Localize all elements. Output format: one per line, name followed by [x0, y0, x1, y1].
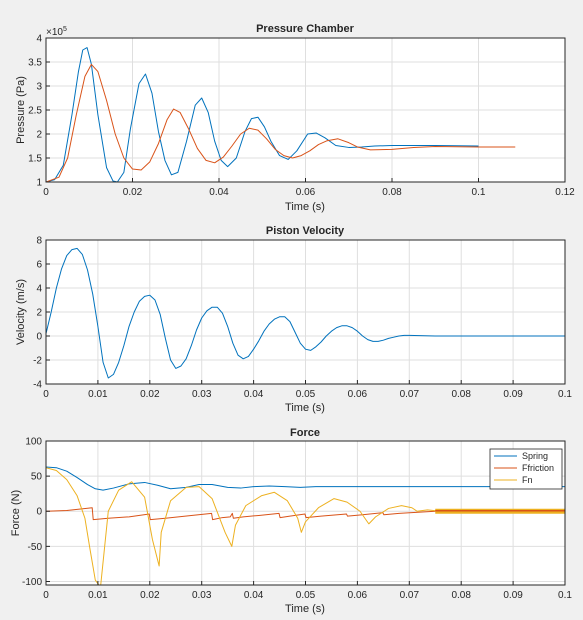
piston-velocity-axes: 0 0.01 0.02 0.03 0.04 0.05 0.06 0.07 0.08 0.09 0.1… [15, 225, 572, 414]
y-tick-label: 0 [36, 507, 42, 518]
y-tick-label: -100 [22, 577, 42, 588]
x-tick-label: 0.02 [123, 187, 143, 198]
x-tick-label: 0.04 [244, 590, 264, 601]
x-tick-label: 0.07 [400, 389, 420, 400]
y-tick-label: 2 [36, 308, 42, 319]
spring-line [46, 466, 565, 491]
x-tick-label: 0.02 [140, 590, 160, 601]
x-tick-label: 0.08 [451, 590, 471, 601]
x-tick-label: 0.09 [503, 590, 523, 601]
x-tick-label: 0.03 [192, 389, 212, 400]
x-tick-label: 0.06 [296, 187, 316, 198]
x-tick-label: 0.08 [382, 187, 402, 198]
x-tick-label: 0.04 [244, 389, 264, 400]
x-tick-label: 0.06 [348, 389, 368, 400]
y-tick-label: 3.5 [28, 58, 42, 69]
y-tick-label: 4 [36, 34, 42, 45]
fn-line [46, 467, 565, 585]
x-tick-label: 0.01 [88, 590, 108, 601]
x-tick-label: 0.06 [348, 590, 368, 601]
y-tick-label: 100 [25, 437, 42, 448]
y-tick-label: -50 [28, 542, 43, 553]
x-tick-label: 0 [43, 389, 49, 400]
y-tick-label: -4 [33, 380, 42, 391]
x-tick-label: 0.05 [296, 590, 316, 601]
x-tick-label: 0.12 [555, 187, 575, 198]
x-tick-label: 0 [43, 187, 49, 198]
force-axes: 0 0.01 0.02 0.03 0.04 0.05 0.06 0.07 0.08 0.09 0.1… [10, 427, 572, 615]
y-tick-label: 1 [36, 178, 42, 189]
x-tick-label: 0.1 [472, 187, 486, 198]
y-axis-label: Pressure (Pa) [15, 76, 27, 144]
x-axis-label: Time (s) [285, 201, 325, 213]
y-tick-label: 2 [36, 130, 42, 141]
x-tick-label: 0 [43, 590, 49, 601]
y-tick-label: 3 [36, 82, 42, 93]
y-tick-label: -2 [33, 356, 42, 367]
series-1-line [46, 63, 516, 182]
ffriction-line [46, 507, 565, 521]
y-axis-exponent: ×105 [46, 26, 67, 38]
series-0-line [46, 247, 565, 379]
x-tick-label: 0.03 [192, 590, 212, 601]
x-tick-label: 0.02 [140, 389, 160, 400]
y-tick-label: 8 [36, 236, 42, 247]
x-tick-label: 0.1 [558, 590, 572, 601]
y-tick-label: 0 [36, 332, 42, 343]
y-tick-label: 2.5 [28, 106, 42, 117]
x-tick-label: 0.1 [558, 389, 572, 400]
legend-label-ffriction: Ffriction [522, 463, 554, 473]
chart-title: Pressure Chamber [256, 23, 355, 35]
x-tick-label: 0.05 [296, 389, 316, 400]
chart-title: Piston Velocity [266, 225, 345, 237]
series-0-line [46, 47, 479, 182]
legend[interactable]: Spring Ffriction Fn [489, 448, 563, 490]
x-tick-label: 0.07 [400, 590, 420, 601]
y-axis-label: Velocity (m/s) [15, 279, 27, 345]
pressure-chamber-axes: 0 0.02 0.04 0.06 0.08 0.1 0.12 1 1.5 2 2.5 3 3.5 4 P… [15, 23, 575, 213]
y-tick-label: 4 [36, 284, 42, 295]
y-tick-label: 6 [36, 260, 42, 271]
x-tick-label: 0.08 [451, 389, 471, 400]
legend-label-spring: Spring [522, 451, 548, 461]
y-tick-label: 1.5 [28, 154, 42, 165]
y-tick-label: 50 [31, 472, 43, 483]
y-axis-label: Force (N) [10, 490, 22, 536]
x-tick-label: 0.09 [503, 389, 523, 400]
x-axis-label: Time (s) [285, 603, 325, 615]
x-tick-label: 0.04 [209, 187, 229, 198]
chart-title: Force [290, 427, 320, 439]
x-tick-label: 0.01 [88, 389, 108, 400]
x-axis-label: Time (s) [285, 402, 325, 414]
legend-label-fn: Fn [522, 475, 533, 485]
